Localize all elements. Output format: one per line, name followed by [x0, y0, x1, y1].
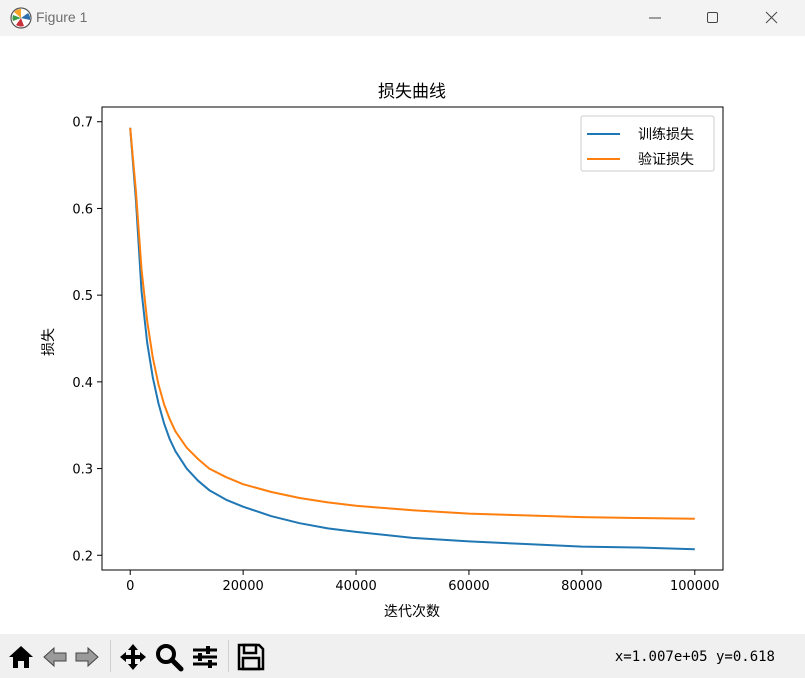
forward-icon — [75, 646, 99, 668]
y-tick-label: 0.7 — [72, 116, 93, 131]
x-tick-label: 80000 — [561, 579, 602, 594]
y-tick-label: 0.5 — [72, 289, 93, 304]
window-title: Figure 1 — [36, 9, 88, 25]
figure-canvas[interactable]: 损失曲线 0 20000 40000 60000 80000 100000 0.2 0.3 0… — [0, 36, 805, 634]
series-line-train — [129, 127, 695, 551]
zoom-icon — [156, 644, 184, 672]
save-icon — [237, 643, 265, 671]
minimize-icon — [649, 17, 661, 19]
pan-button[interactable] — [118, 642, 148, 672]
y-tick-label: 0.4 — [72, 376, 93, 391]
home-icon — [9, 646, 33, 668]
navigation-toolbar: x=1.007e+05 y=0.618 — [0, 634, 805, 678]
maximize-button[interactable] — [684, 0, 742, 36]
pan-icon — [120, 644, 146, 670]
cursor-coordinates: x=1.007e+05 y=0.618 — [614, 649, 775, 665]
y-tick-label: 0.3 — [72, 463, 93, 478]
y-tick-label: 0.6 — [72, 202, 93, 217]
series-line-val — [129, 127, 695, 520]
x-tick-label: 60000 — [448, 579, 489, 594]
legend-label: 验证损失 — [638, 152, 694, 168]
toolbar-separator — [228, 640, 229, 672]
y-axis-label: 损失 — [41, 328, 57, 356]
x-tick-label: 20000 — [222, 579, 263, 594]
configure-button[interactable] — [190, 642, 220, 672]
loss-chart[interactable]: 损失曲线 0 20000 40000 60000 80000 100000 0.2 0.3 0… — [0, 36, 805, 634]
configure-icon — [193, 646, 217, 668]
zoom-button[interactable] — [154, 642, 184, 672]
back-button[interactable] — [40, 642, 70, 672]
toolbar-separator — [110, 640, 111, 672]
back-icon — [43, 646, 67, 668]
chart-title: 损失曲线 — [378, 82, 446, 102]
save-button[interactable] — [236, 642, 266, 672]
forward-button[interactable] — [72, 642, 102, 672]
matplotlib-app-icon — [10, 7, 32, 29]
close-icon — [765, 11, 778, 24]
legend-label: 训练损失 — [638, 127, 694, 143]
legend-box — [580, 115, 715, 172]
minimize-button[interactable] — [626, 0, 684, 36]
x-tick-label: 0 — [126, 579, 134, 594]
x-axis-label: 迭代次数 — [384, 604, 440, 620]
home-button[interactable] — [6, 642, 36, 672]
x-tick-label: 100000 — [670, 579, 720, 594]
x-tick-label: 40000 — [335, 579, 376, 594]
y-tick-label: 0.2 — [72, 549, 93, 564]
close-button[interactable] — [742, 0, 800, 36]
window-titlebar: Figure 1 — [0, 0, 805, 36]
maximize-icon — [707, 12, 718, 23]
plot-frame — [101, 106, 724, 571]
